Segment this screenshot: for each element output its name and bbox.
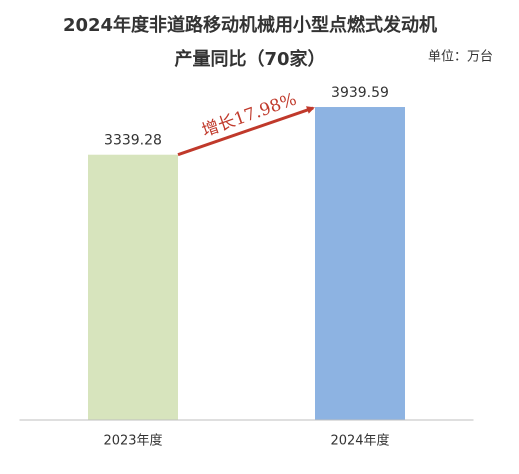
- x-tick-label: 2024年度: [330, 433, 389, 449]
- bar: [315, 107, 405, 421]
- value-label: 3939.59: [331, 85, 389, 101]
- chart-subtitle: 产量同比（70家）: [174, 48, 325, 70]
- bar: [88, 154, 178, 420]
- unit-label: 单位：万台: [428, 50, 493, 65]
- annotation: 增长17.98%: [199, 90, 299, 142]
- growth-arrow: [177, 106, 315, 157]
- x-tick-label: 2023年度: [103, 433, 162, 449]
- chart-title: 2024年度非道路移动机械用小型点燃式发动机: [63, 14, 437, 36]
- value-label: 3339.28: [104, 133, 162, 149]
